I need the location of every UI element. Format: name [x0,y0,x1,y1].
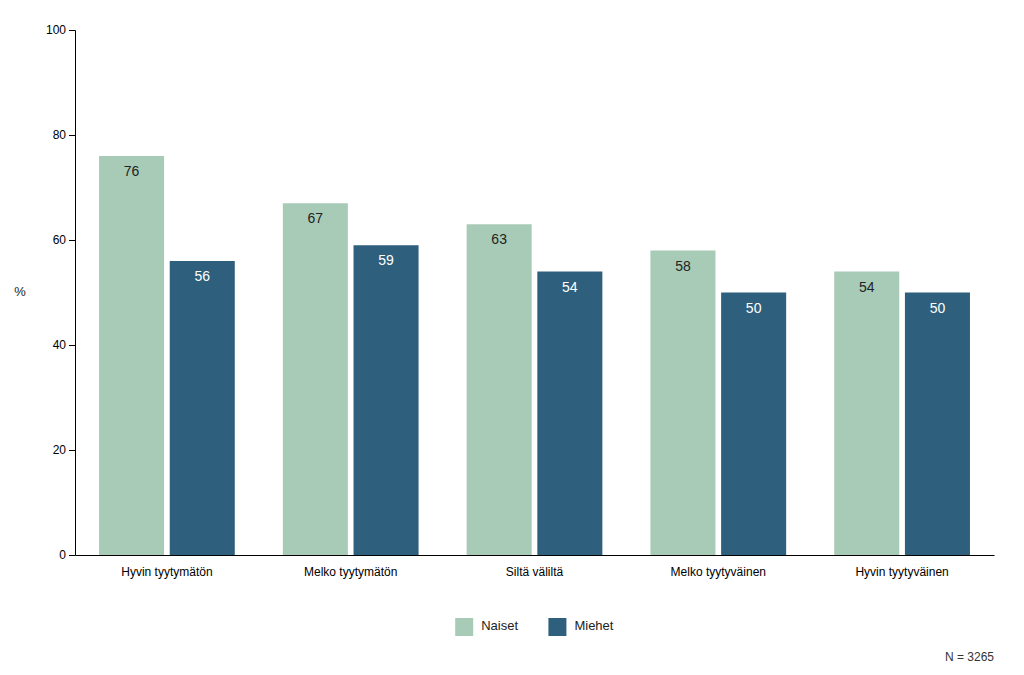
tick: 100 [46,23,75,37]
tick: Siltä väliltä [506,565,564,579]
bar [905,293,970,556]
tick-mark [69,555,75,556]
data-label: 50 [930,300,946,316]
tick: 20 [53,443,75,457]
tick: 60 [53,233,75,247]
legend-label: Miehet [574,618,613,633]
bar [721,293,786,556]
annotation: N = 3265 [945,650,994,664]
tick-label: Hyvin tyytyväinen [855,565,948,579]
bar [537,272,602,556]
tick: Hyvin tyytymätön [121,565,212,579]
tick-mark [69,450,75,451]
chart: 76 67 63 58 54 56 59 54 50 50 0 20 40 60 80 100 Hyvin ty… [0,0,1024,675]
data-label: 58 [675,258,691,274]
bar [650,251,715,556]
tick: 0 [59,548,75,562]
legend-item: Miehet [548,618,613,636]
x-axis: Hyvin tyytymätön Melko tyytymätön Siltä vä… [76,556,995,579]
tick-label: Siltä väliltä [506,565,564,579]
plot-area: 76 67 63 58 54 56 59 54 50 50 0 20 40 60 80 100 Hyvin ty… [46,23,995,578]
data-label: 63 [491,231,507,247]
bars [99,156,970,555]
bar [834,272,899,556]
tick-label: 80 [53,128,67,142]
data-labels: 76 67 63 58 54 56 59 54 50 50 [124,163,946,316]
tick: Hyvin tyytyväinen [855,565,948,579]
tick-label: 40 [53,338,67,352]
axis-title: % [14,284,26,299]
bar [283,203,348,555]
tick: 80 [53,128,75,142]
legend-swatch [455,618,473,636]
tick: Melko tyytymätön [304,565,397,579]
series-bars [170,245,970,555]
tick-mark [69,240,75,241]
data-label: 54 [859,279,875,295]
tick-label: 60 [53,233,67,247]
data-label: 54 [562,279,578,295]
tick-mark [69,30,75,31]
tick-label: 20 [53,443,67,457]
bar [170,261,235,555]
axis-line [69,31,76,556]
tick-label: 0 [59,548,66,562]
tick-mark [69,135,75,136]
tick-label: Melko tyytymätön [304,565,397,579]
data-label: 76 [124,163,140,179]
legend-item: Naiset [455,618,518,636]
tick: 40 [53,338,75,352]
bar [99,156,164,555]
tick-label: Melko tyytyväinen [671,565,766,579]
tick-label: 100 [46,23,66,37]
axis-line [76,555,995,556]
tick: Melko tyytyväinen [671,565,766,579]
data-label: 67 [308,210,324,226]
legend-swatch [548,618,566,636]
series-bars [99,156,899,555]
y-axis: 0 20 40 60 80 100 [46,23,76,562]
legend-label: Naiset [481,618,518,633]
data-label: 50 [746,300,762,316]
bar [467,224,532,555]
tick-mark [69,345,75,346]
data-label: 59 [378,252,394,268]
data-label: 56 [194,268,210,284]
tick-label: Hyvin tyytymätön [121,565,212,579]
legend: Naiset Miehet [455,618,614,636]
bar [354,245,419,555]
